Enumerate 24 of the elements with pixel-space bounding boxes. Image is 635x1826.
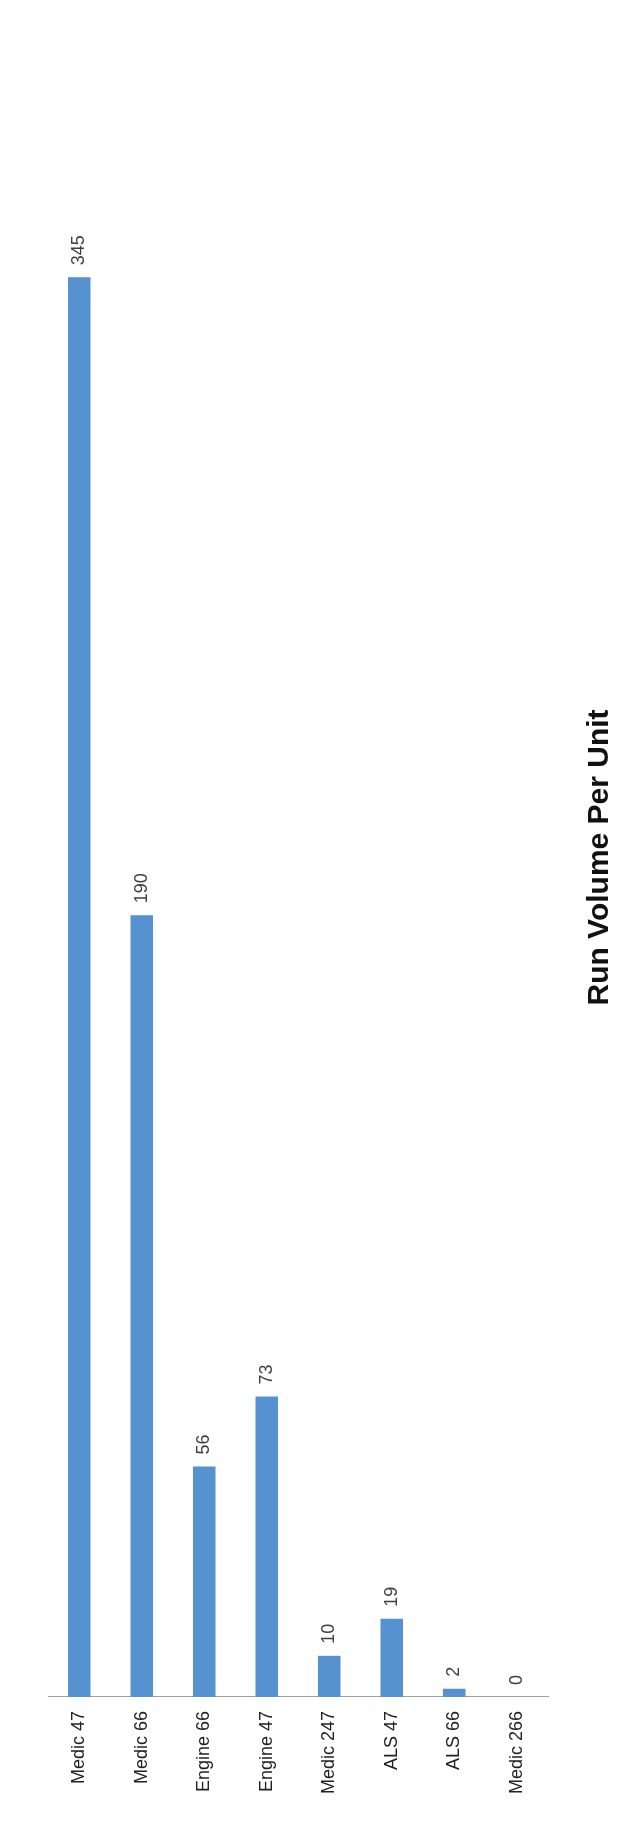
x-tick-label: Medic 66 bbox=[130, 1710, 151, 1784]
data-label: 10 bbox=[318, 1623, 339, 1644]
data-label: 2 bbox=[443, 1666, 464, 1677]
x-tick-label: ALS 66 bbox=[443, 1710, 464, 1770]
bar bbox=[443, 1688, 466, 1697]
bar bbox=[130, 915, 153, 1697]
data-label: 19 bbox=[380, 1586, 401, 1607]
bar bbox=[193, 1466, 216, 1697]
x-tick-label: Medic 266 bbox=[505, 1710, 526, 1795]
x-tick-label: Medic 247 bbox=[318, 1710, 339, 1795]
x-tick-label: ALS 47 bbox=[380, 1710, 401, 1770]
bar bbox=[68, 277, 91, 1697]
text: Run Volume Per Unit bbox=[581, 709, 615, 1006]
data-label: 190 bbox=[130, 873, 151, 904]
x-tick-label: Engine 66 bbox=[193, 1710, 214, 1793]
data-label: 56 bbox=[193, 1434, 214, 1455]
x-tick-label: Medic 47 bbox=[68, 1710, 89, 1784]
bar bbox=[318, 1655, 341, 1697]
data-label: 345 bbox=[68, 235, 89, 266]
data-label: 73 bbox=[255, 1364, 276, 1385]
data-label: 0 bbox=[505, 1674, 526, 1685]
bar bbox=[380, 1618, 403, 1697]
bar bbox=[255, 1396, 278, 1697]
x-tick-label: Engine 47 bbox=[255, 1710, 276, 1793]
